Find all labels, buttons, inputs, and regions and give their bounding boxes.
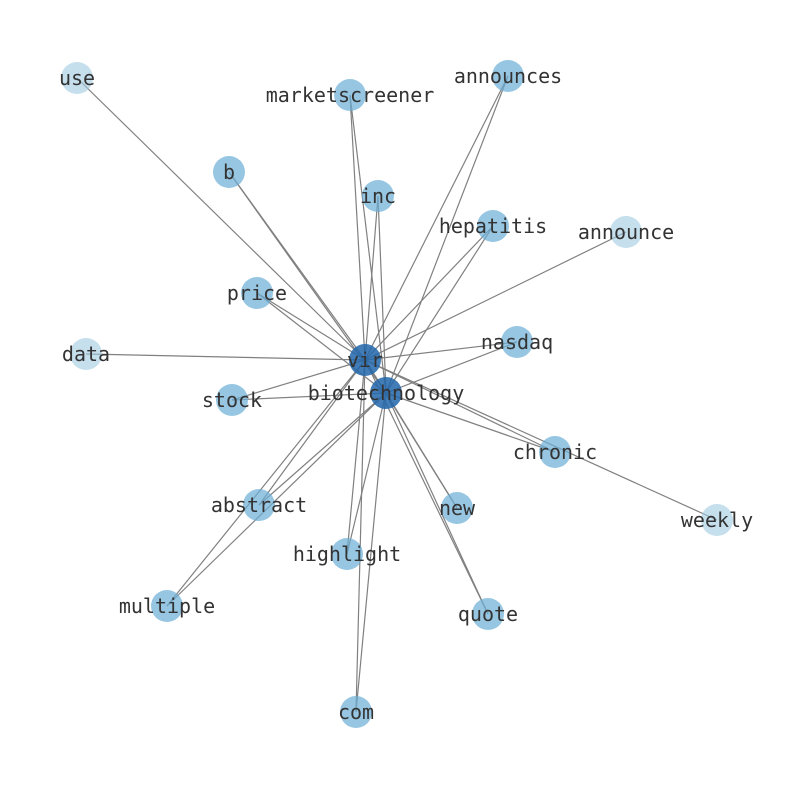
edge-biotechnology-stock (231, 392, 387, 401)
node-label-nasdaq: nasdaq (481, 330, 553, 354)
node-quote (472, 598, 504, 630)
edge-biotechnology-chronic (385, 392, 556, 453)
node-nasdaq (501, 326, 533, 358)
node-label-biotechnology: biotechnology (308, 381, 465, 405)
edge-biotechnology-hepatitis (385, 225, 494, 394)
node-label-highlight: highlight (293, 542, 401, 566)
edge-vir-use (76, 77, 366, 361)
node-biotechnology (370, 377, 402, 409)
node-label-weekly: weekly (681, 508, 753, 532)
node-label-vir: vir (347, 348, 383, 372)
edge-biotechnology-announces (385, 75, 509, 394)
node-label-inc: inc (360, 184, 396, 208)
node-label-marketscreener: marketscreener (266, 83, 435, 107)
node-b (213, 156, 245, 188)
node-announces (492, 60, 524, 92)
edge-biotechnology-inc (377, 195, 387, 394)
node-label-b: b (223, 160, 235, 184)
edge-biotechnology-com (355, 392, 387, 713)
node-com (340, 696, 372, 728)
node-highlight (331, 538, 363, 570)
node-label-new: new (439, 496, 476, 520)
edge-biotechnology-nasdaq (385, 341, 518, 394)
edge-biotechnology-multiple (166, 392, 387, 607)
node-multiple (151, 590, 183, 622)
edge-vir-multiple (166, 359, 366, 607)
node-inc (362, 180, 394, 212)
node-use (61, 62, 93, 94)
edge-biotechnology-highlight (346, 392, 387, 555)
node-chronic (539, 436, 571, 468)
edge-vir-abstract (258, 359, 366, 506)
node-abstract (243, 489, 275, 521)
edge-vir-marketscreener (349, 94, 366, 361)
edge-vir-weekly (364, 359, 718, 521)
node-stock (216, 384, 248, 416)
node-label-use: use (59, 66, 95, 90)
node-label-stock: stock (202, 388, 262, 412)
edge-biotechnology-new (385, 392, 458, 509)
edge-vir-nasdaq (364, 341, 518, 361)
node-weekly (701, 504, 733, 536)
node-label-com: com (338, 700, 374, 724)
node-data (70, 338, 102, 370)
node-label-multiple: multiple (119, 594, 215, 618)
edge-vir-stock (231, 359, 366, 401)
node-new (441, 492, 473, 524)
node-label-chronic: chronic (513, 440, 597, 464)
edge-vir-hepatitis (364, 225, 494, 361)
node-vir (349, 344, 381, 376)
edge-vir-inc (364, 195, 379, 361)
node-label-abstract: abstract (211, 493, 307, 517)
edge-vir-price (256, 292, 366, 361)
node-label-hepatitis: hepatitis (439, 214, 547, 238)
node-label-announce: announce (578, 220, 674, 244)
edge-vir-announces (364, 75, 509, 361)
node-marketscreener (334, 79, 366, 111)
edge-vir-highlight (346, 359, 366, 555)
node-label-announces: announces (454, 64, 562, 88)
node-announce (610, 216, 642, 248)
node-label-quote: quote (458, 602, 518, 626)
node-price (241, 277, 273, 309)
edge-biotechnology-abstract (258, 392, 387, 506)
edge-biotechnology-quote (385, 392, 489, 615)
node-hepatitis (477, 210, 509, 242)
edge-vir-data (85, 353, 366, 361)
node-label-data: data (62, 342, 110, 366)
edge-biotechnology-price (256, 292, 387, 394)
node-label-price: price (227, 281, 287, 305)
edge-vir-announce (364, 231, 627, 361)
edge-biotechnology-marketscreener (349, 94, 387, 394)
edge-vir-com (355, 359, 366, 713)
